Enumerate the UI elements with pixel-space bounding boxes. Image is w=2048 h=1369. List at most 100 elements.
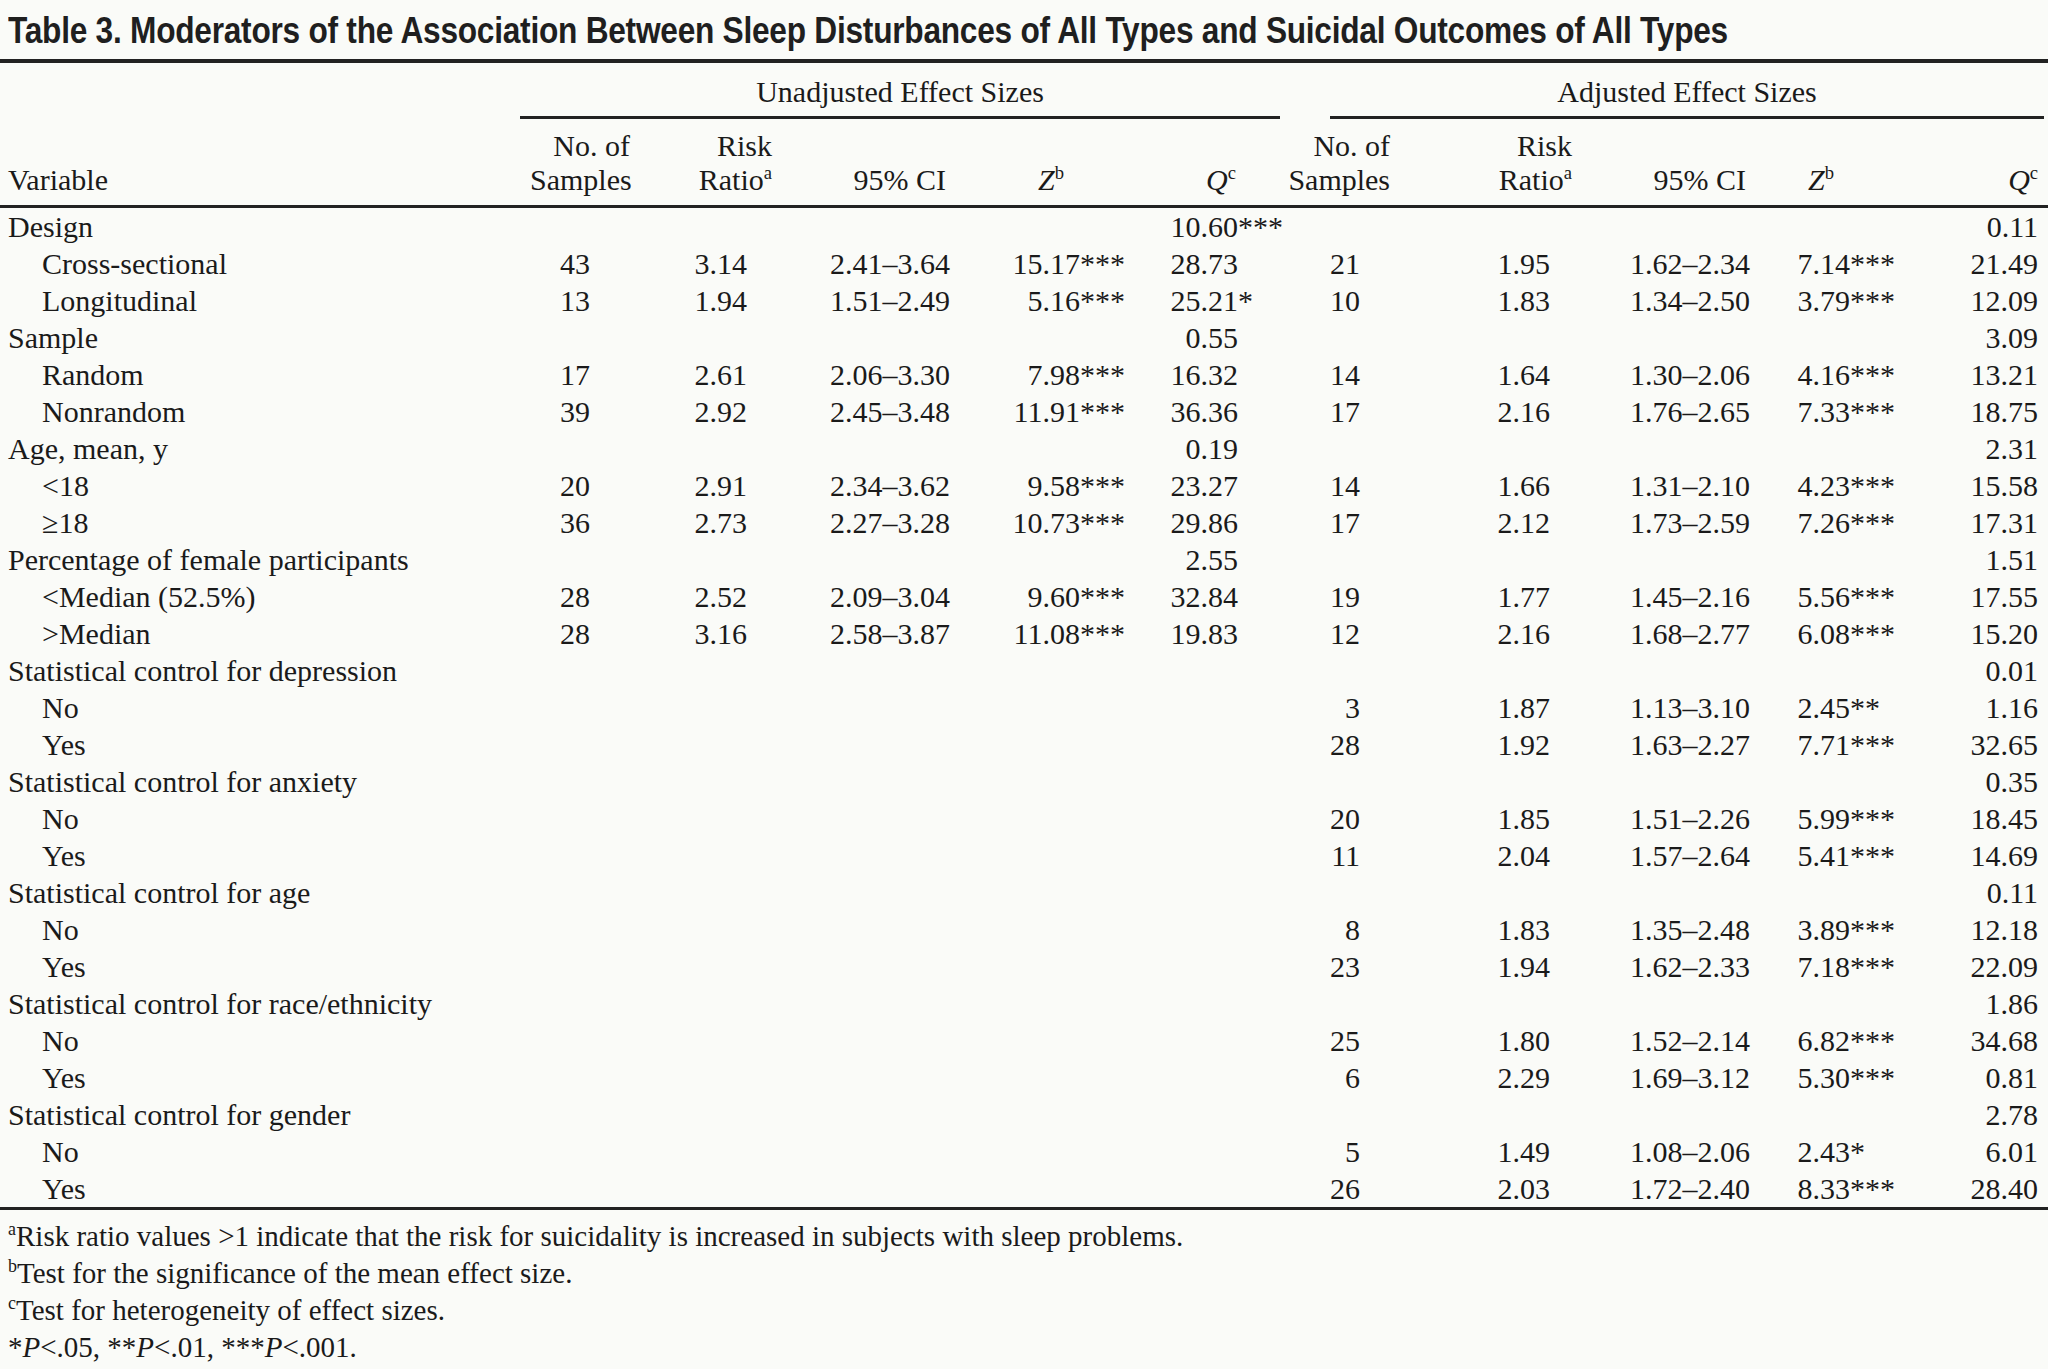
col-header-variable: Variable [0, 119, 500, 207]
cell-samples-unadjusted [500, 689, 600, 726]
cell-z-adjusted: 7.18*** [1750, 948, 1850, 985]
cell-risk-ratio-adjusted [1360, 207, 1550, 246]
cell-z-adjusted [1750, 985, 1850, 1022]
cell-risk-ratio-unadjusted [600, 1133, 750, 1170]
cell-ci-adjusted [1550, 541, 1750, 578]
cell-samples-unadjusted [500, 207, 600, 246]
table-row: No31.871.13–3.102.45**1.16 [0, 689, 2048, 726]
cell-risk-ratio-unadjusted [600, 1096, 750, 1133]
row-label: Statistical control for anxiety [0, 763, 500, 800]
cell-risk-ratio-unadjusted [600, 689, 750, 726]
cell-samples-adjusted: 8 [1240, 911, 1360, 948]
cell-ci-unadjusted [750, 985, 950, 1022]
cell-q-unadjusted: 0.19 [1080, 430, 1240, 467]
cell-risk-ratio-adjusted: 1.94 [1360, 948, 1550, 985]
row-label: No [0, 911, 500, 948]
cell-risk-ratio-adjusted [1360, 541, 1550, 578]
cell-ci-unadjusted [750, 837, 950, 874]
cell-z-adjusted: 7.71*** [1750, 726, 1850, 763]
cell-z-adjusted: 3.79*** [1750, 282, 1850, 319]
cell-samples-unadjusted [500, 652, 600, 689]
row-label: Statistical control for race/ethnicity [0, 985, 500, 1022]
cell-samples-adjusted [1240, 319, 1360, 356]
cell-risk-ratio-adjusted [1360, 763, 1550, 800]
cell-risk-ratio-adjusted: 2.04 [1360, 837, 1550, 874]
cell-samples-unadjusted [500, 911, 600, 948]
cell-samples-unadjusted: 13 [500, 282, 600, 319]
cell-risk-ratio-adjusted: 1.95 [1360, 245, 1550, 282]
cell-z-unadjusted [950, 726, 1080, 763]
cell-samples-adjusted [1240, 874, 1360, 911]
row-label: No [0, 1022, 500, 1059]
cell-z-unadjusted: 11.91*** [950, 393, 1080, 430]
cell-ci-adjusted [1550, 430, 1750, 467]
table-row: No201.851.51–2.265.99***18.45 [0, 800, 2048, 837]
cell-samples-unadjusted [500, 726, 600, 763]
cell-risk-ratio-adjusted: 1.83 [1360, 911, 1550, 948]
cell-ci-unadjusted: 2.45–3.48 [750, 393, 950, 430]
cell-risk-ratio-adjusted: 1.64 [1360, 356, 1550, 393]
cell-q-unadjusted: 10.60*** [1080, 207, 1240, 246]
cell-risk-ratio-adjusted: 1.66 [1360, 467, 1550, 504]
table-row: Longitudinal131.941.51–2.495.16***25.21*… [0, 282, 2048, 319]
cell-risk-ratio-unadjusted: 2.61 [600, 356, 750, 393]
cell-ci-adjusted [1550, 319, 1750, 356]
cell-z-unadjusted [950, 1096, 1080, 1133]
cell-ci-adjusted: 1.57–2.64 [1550, 837, 1750, 874]
cell-z-adjusted: 5.99*** [1750, 800, 1850, 837]
row-label: Yes [0, 726, 500, 763]
cell-risk-ratio-unadjusted [600, 207, 750, 246]
row-label: Statistical control for gender [0, 1096, 500, 1133]
cell-risk-ratio-unadjusted [600, 541, 750, 578]
table-row: ≥18362.732.27–3.2810.73***29.86172.121.7… [0, 504, 2048, 541]
table-row: Statistical control for gender2.78 [0, 1096, 2048, 1133]
cell-z-unadjusted: 10.73*** [950, 504, 1080, 541]
cell-ci-unadjusted [750, 1170, 950, 1207]
cell-samples-unadjusted: 39 [500, 393, 600, 430]
cell-risk-ratio-adjusted: 1.83 [1360, 282, 1550, 319]
cell-z-unadjusted [950, 319, 1080, 356]
cell-risk-ratio-adjusted: 1.92 [1360, 726, 1550, 763]
col-header-ci-unadjusted: 95% CI [750, 119, 950, 207]
cell-risk-ratio-adjusted: 2.16 [1360, 393, 1550, 430]
cell-risk-ratio-unadjusted [600, 652, 750, 689]
cell-ci-unadjusted: 1.51–2.49 [750, 282, 950, 319]
cell-q-unadjusted [1080, 1059, 1240, 1096]
cell-samples-adjusted: 17 [1240, 504, 1360, 541]
footnotes: aRisk ratio values >1 indicate that the … [0, 1210, 2048, 1366]
cell-z-unadjusted [950, 911, 1080, 948]
cell-risk-ratio-unadjusted [600, 763, 750, 800]
cell-ci-unadjusted [750, 430, 950, 467]
cell-risk-ratio-unadjusted: 1.94 [600, 282, 750, 319]
cell-samples-unadjusted [500, 763, 600, 800]
cell-risk-ratio-unadjusted: 2.92 [600, 393, 750, 430]
cell-risk-ratio-unadjusted: 3.16 [600, 615, 750, 652]
table-row: <Median (52.5%)282.522.09–3.049.60***32.… [0, 578, 2048, 615]
col-header-z-adjusted: Zb [1750, 119, 1850, 207]
cell-ci-adjusted [1550, 985, 1750, 1022]
cell-samples-unadjusted: 36 [500, 504, 600, 541]
table-title: Table 3. Moderators of the Association B… [8, 10, 1728, 52]
cell-risk-ratio-adjusted: 2.29 [1360, 1059, 1550, 1096]
cell-ci-adjusted [1550, 763, 1750, 800]
row-label: Statistical control for depression [0, 652, 500, 689]
table-title-block: Table 3. Moderators of the Association B… [0, 2, 2048, 63]
table-row: Statistical control for age0.11 [0, 874, 2048, 911]
cell-ci-adjusted: 1.76–2.65 [1550, 393, 1750, 430]
cell-z-unadjusted [950, 763, 1080, 800]
cell-q-unadjusted [1080, 985, 1240, 1022]
cell-samples-adjusted: 14 [1240, 467, 1360, 504]
cell-q-unadjusted [1080, 726, 1240, 763]
cell-ci-adjusted: 1.72–2.40 [1550, 1170, 1750, 1207]
cell-ci-adjusted: 1.08–2.06 [1550, 1133, 1750, 1170]
cell-ci-unadjusted: 2.09–3.04 [750, 578, 950, 615]
cell-z-unadjusted [950, 1133, 1080, 1170]
cell-samples-unadjusted [500, 948, 600, 985]
cell-q-adjusted: 2.31 [1850, 430, 2048, 467]
cell-z-adjusted [1750, 763, 1850, 800]
cell-z-unadjusted [950, 874, 1080, 911]
cell-ci-adjusted [1550, 207, 1750, 246]
table-row: Yes112.041.57–2.645.41***14.69 [0, 837, 2048, 874]
cell-risk-ratio-unadjusted [600, 1022, 750, 1059]
cell-q-adjusted: 0.35 [1850, 763, 2048, 800]
